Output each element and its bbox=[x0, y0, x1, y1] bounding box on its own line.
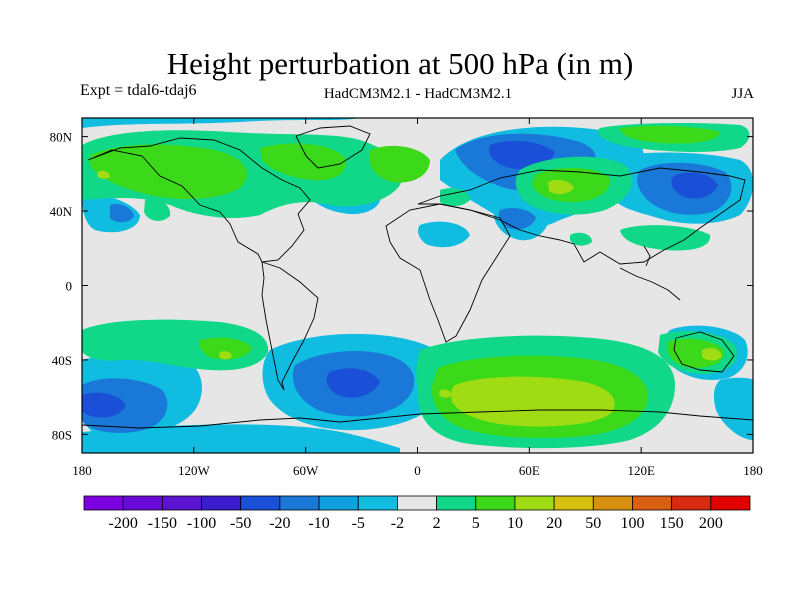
colorbar-swatch-4 bbox=[240, 495, 281, 511]
colorbar-label-12: 50 bbox=[585, 515, 601, 532]
x-tick-label-2: 60W bbox=[293, 463, 319, 478]
y-tick-label-2: 0 bbox=[66, 279, 73, 294]
colorbar-swatch-8 bbox=[397, 495, 437, 511]
colorbar-swatch-16 bbox=[710, 495, 751, 511]
colorbar-swatch-15 bbox=[671, 495, 712, 511]
x-tick-label-4: 60E bbox=[519, 463, 540, 478]
negative-field-dark bbox=[82, 140, 718, 418]
colorbar-swatch-7 bbox=[357, 495, 398, 511]
colorbar-swatch-10 bbox=[475, 495, 516, 511]
x-tick-label-1: 120W bbox=[178, 463, 211, 478]
colorbar-swatch-3 bbox=[201, 495, 242, 511]
colorbar-swatch-13 bbox=[592, 495, 633, 511]
colorbar-label-15: 200 bbox=[699, 515, 723, 532]
colorbar-label-10: 10 bbox=[507, 515, 523, 532]
colorbar-label-7: -2 bbox=[391, 515, 404, 532]
x-tick-label-0: 180 bbox=[72, 463, 92, 478]
y-tick-label-0: 80N bbox=[50, 130, 73, 145]
colorbar-label-5: -10 bbox=[308, 515, 329, 532]
colorbar-label-2: -100 bbox=[187, 515, 216, 532]
colorbar-label-4: -20 bbox=[269, 515, 290, 532]
colorbar-swatch-11 bbox=[514, 495, 555, 511]
colorbar-label-1: -150 bbox=[148, 515, 177, 532]
colorbar-label-8: 2 bbox=[433, 515, 441, 532]
colorbar-swatch-2 bbox=[161, 495, 202, 511]
experiment-label: Expt = tdal6-tdaj6 bbox=[80, 82, 197, 99]
season-label: JJA bbox=[731, 86, 754, 102]
colorbar-swatch-12 bbox=[553, 495, 594, 511]
colorbar-label-6: -5 bbox=[352, 515, 365, 532]
colorbar-swatch-1 bbox=[122, 495, 163, 511]
colorbar-swatch-5 bbox=[279, 495, 320, 511]
x-tick-label-6: 180 bbox=[743, 463, 763, 478]
colorbar-label-3: -50 bbox=[230, 515, 251, 532]
colorbar-label-13: 100 bbox=[620, 515, 644, 532]
chart-title: Height perturbation at 500 hPa (in m) bbox=[166, 46, 634, 81]
colorbar-swatch-14 bbox=[632, 495, 673, 511]
y-tick-label-1: 40N bbox=[50, 204, 73, 219]
x-tick-label-3: 0 bbox=[414, 463, 421, 478]
colorbar-swatch-6 bbox=[318, 495, 359, 511]
positive-field-high bbox=[97, 170, 722, 427]
y-tick-label-4: 80S bbox=[52, 427, 72, 442]
x-tick-label-5: 120E bbox=[627, 463, 655, 478]
colorbar-label-14: 150 bbox=[660, 515, 684, 532]
y-tick-label-3: 40S bbox=[52, 353, 72, 368]
colorbar-label-0: -200 bbox=[109, 515, 138, 532]
colorbar-swatch-9 bbox=[436, 495, 477, 511]
colorbar-label-11: 20 bbox=[546, 515, 562, 532]
colorbar-label-9: 5 bbox=[472, 515, 480, 532]
models-label: HadCM3M2.1 - HadCM3M2.1 bbox=[323, 86, 513, 102]
colorbar-swatch-0 bbox=[83, 495, 124, 511]
coastlines bbox=[82, 125, 753, 429]
